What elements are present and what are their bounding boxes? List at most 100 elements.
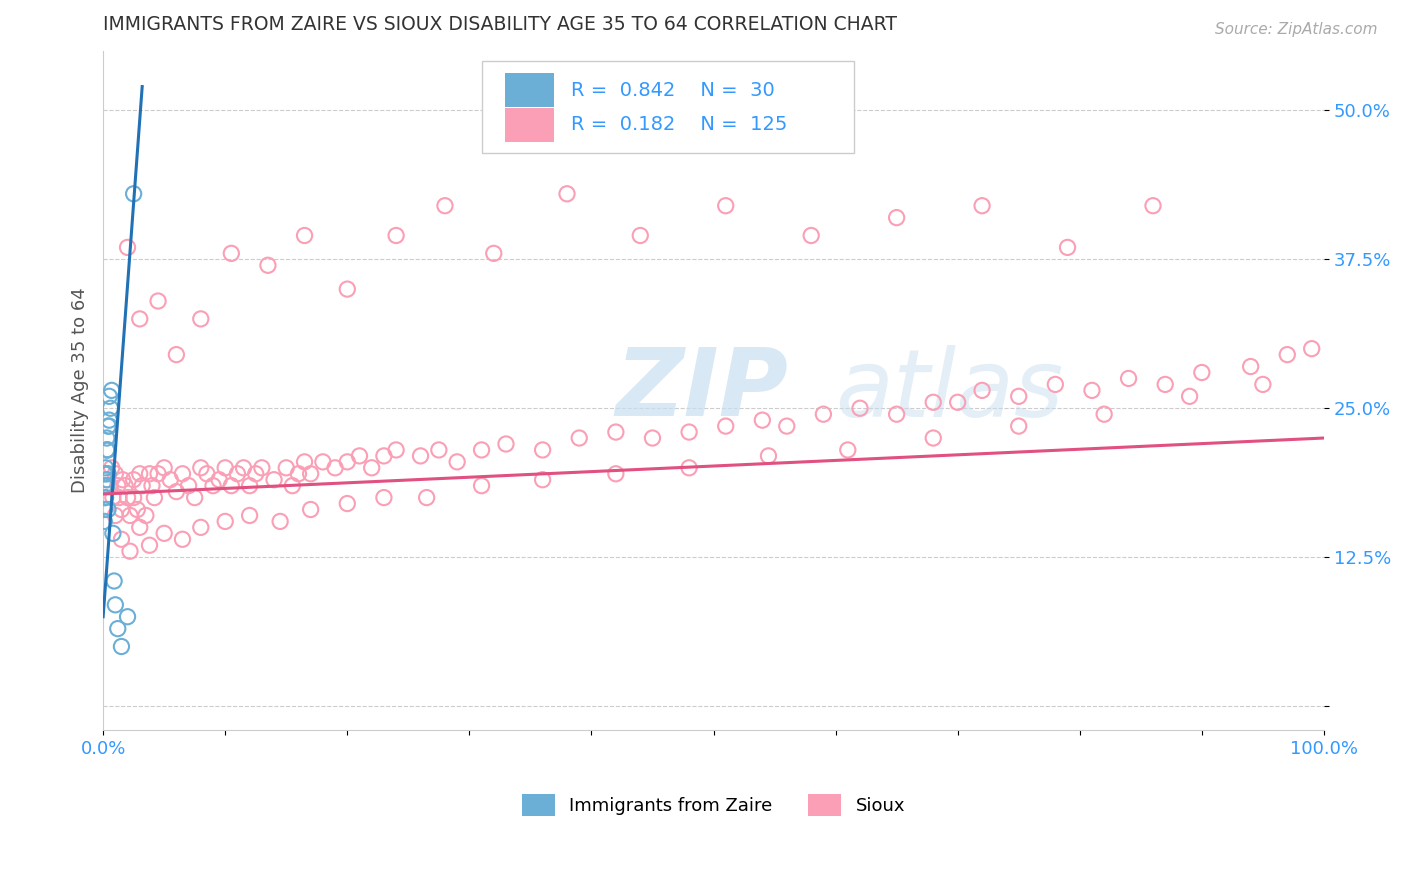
- Point: [415, 491, 437, 505]
- Point: [628, 228, 651, 243]
- Point: [758, 449, 780, 463]
- Point: [922, 395, 945, 409]
- Point: [336, 282, 359, 296]
- Point: [128, 311, 150, 326]
- Point: [177, 478, 200, 492]
- Point: [172, 533, 194, 547]
- Point: [427, 442, 450, 457]
- Point: [98, 419, 121, 434]
- Point: [299, 467, 322, 481]
- Point: [159, 473, 181, 487]
- Point: [153, 460, 176, 475]
- Point: [385, 442, 408, 457]
- Point: [110, 533, 132, 547]
- Point: [1301, 342, 1323, 356]
- Point: [94, 491, 117, 505]
- Point: [276, 460, 298, 475]
- Point: [299, 502, 322, 516]
- Point: [101, 491, 124, 505]
- Point: [128, 467, 150, 481]
- Y-axis label: Disability Age 35 to 64: Disability Age 35 to 64: [72, 287, 89, 493]
- Point: [141, 478, 163, 492]
- Point: [226, 467, 249, 481]
- Point: [190, 460, 212, 475]
- Point: [555, 186, 578, 201]
- Point: [776, 419, 799, 434]
- Point: [471, 478, 494, 492]
- Point: [108, 491, 131, 505]
- Point: [118, 544, 141, 558]
- Text: Source: ZipAtlas.com: Source: ZipAtlas.com: [1215, 22, 1378, 37]
- Point: [93, 478, 115, 492]
- Point: [373, 449, 395, 463]
- Point: [114, 478, 136, 492]
- Point: [94, 460, 117, 475]
- Point: [165, 348, 187, 362]
- Point: [471, 442, 494, 457]
- Point: [98, 478, 121, 492]
- Point: [641, 431, 664, 445]
- Point: [837, 442, 859, 457]
- Point: [446, 455, 468, 469]
- Point: [100, 460, 122, 475]
- Point: [96, 473, 118, 487]
- Point: [195, 467, 218, 481]
- Point: [239, 508, 262, 523]
- Point: [1008, 389, 1031, 403]
- Point: [409, 449, 432, 463]
- Point: [96, 442, 118, 457]
- Point: [433, 199, 456, 213]
- Point: [1154, 377, 1177, 392]
- Point: [97, 502, 120, 516]
- Point: [190, 311, 212, 326]
- Point: [232, 460, 254, 475]
- Point: [970, 384, 993, 398]
- Point: [98, 413, 121, 427]
- Point: [94, 467, 117, 481]
- Point: [131, 478, 153, 492]
- Point: [110, 502, 132, 516]
- Point: [111, 473, 134, 487]
- Point: [312, 455, 335, 469]
- Point: [678, 460, 700, 475]
- Point: [122, 491, 145, 505]
- Point: [482, 246, 505, 260]
- Point: [94, 478, 117, 492]
- Point: [97, 467, 120, 481]
- Point: [104, 598, 127, 612]
- Point: [97, 442, 120, 457]
- Point: [127, 502, 149, 516]
- FancyBboxPatch shape: [505, 108, 554, 142]
- Point: [104, 467, 127, 481]
- Point: [190, 520, 212, 534]
- Point: [93, 502, 115, 516]
- Point: [349, 449, 371, 463]
- Point: [287, 467, 309, 481]
- Point: [714, 199, 737, 213]
- Point: [1056, 240, 1078, 254]
- Point: [605, 467, 627, 481]
- Point: [531, 473, 554, 487]
- Point: [122, 473, 145, 487]
- Point: [208, 473, 231, 487]
- Point: [1081, 384, 1104, 398]
- Point: [101, 526, 124, 541]
- Point: [107, 478, 129, 492]
- Point: [107, 622, 129, 636]
- Point: [93, 467, 115, 481]
- Point: [250, 460, 273, 475]
- Text: R =  0.842    N =  30: R = 0.842 N = 30: [571, 80, 775, 100]
- Point: [221, 478, 243, 492]
- Point: [143, 491, 166, 505]
- Point: [128, 520, 150, 534]
- Point: [946, 395, 969, 409]
- Point: [100, 401, 122, 416]
- Point: [323, 460, 346, 475]
- Point: [360, 460, 382, 475]
- FancyBboxPatch shape: [482, 61, 853, 153]
- Point: [245, 467, 267, 481]
- Point: [96, 442, 118, 457]
- Point: [117, 240, 139, 254]
- Point: [257, 258, 280, 272]
- Point: [813, 407, 835, 421]
